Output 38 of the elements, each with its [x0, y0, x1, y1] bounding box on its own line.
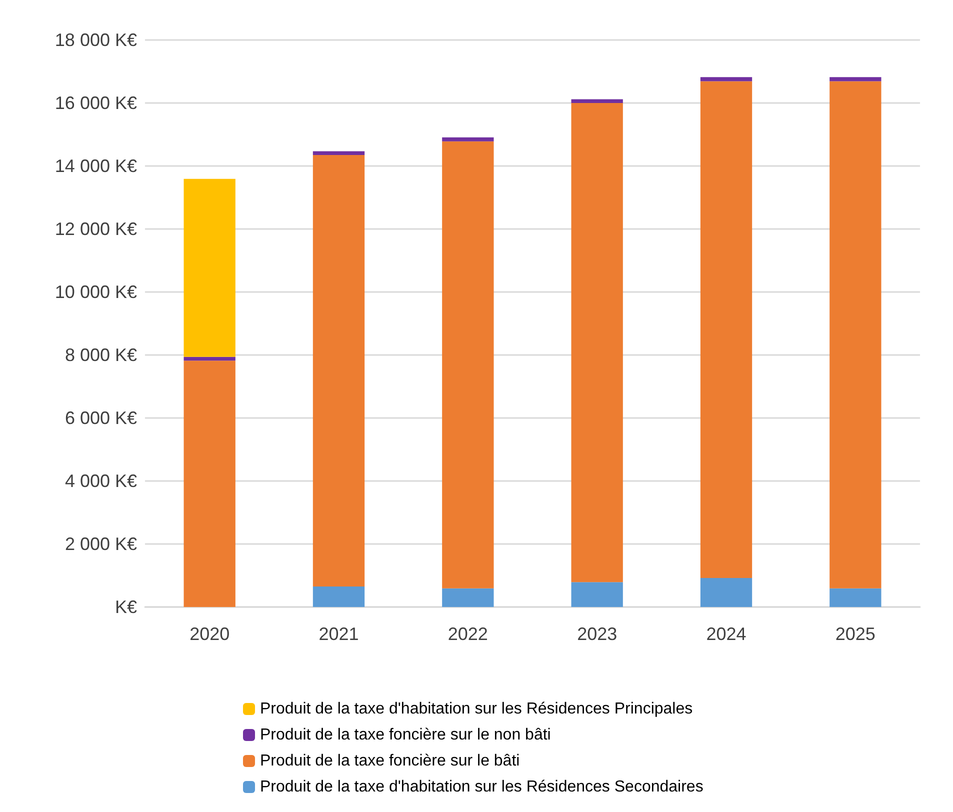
- bar: [571, 99, 623, 103]
- y-tick-label: 10 000 K€: [54, 282, 137, 302]
- bar: [830, 81, 882, 588]
- y-tick-label: 4 000 K€: [64, 471, 137, 491]
- bar: [830, 588, 882, 607]
- bar: [184, 360, 236, 607]
- y-tick-label: 16 000 K€: [54, 93, 137, 113]
- bar: [312, 586, 365, 607]
- bar: [312, 151, 365, 155]
- legend-label: Produit de la taxe d'habitation sur les Résidences Secondaires: [260, 778, 704, 796]
- bar: [700, 77, 752, 82]
- bar: [312, 154, 365, 587]
- y-tick-label: 12 000 K€: [54, 219, 137, 239]
- y-tick-label: K€: [114, 597, 137, 617]
- x-tick-label: 2025: [835, 624, 876, 644]
- x-tick-label: 2024: [706, 624, 746, 644]
- y-tick-label: 8 000 K€: [64, 345, 137, 365]
- bar: [184, 356, 236, 361]
- x-tick-label: 2022: [448, 624, 488, 644]
- bar: [700, 578, 752, 607]
- bar: [700, 81, 752, 578]
- y-tick-label: 2 000 K€: [64, 534, 137, 554]
- x-tick-label: 2023: [577, 624, 618, 644]
- legend-label: Produit de la taxe d'habitation sur les Résidences Principales: [260, 700, 693, 718]
- bar: [184, 178, 236, 357]
- bar: [571, 582, 623, 607]
- bar: [571, 103, 623, 582]
- bar: [830, 77, 882, 82]
- bar: [442, 141, 494, 588]
- y-tick-label: 18 000 K€: [54, 30, 137, 50]
- bar: [442, 137, 494, 142]
- x-tick-label: 2021: [318, 624, 359, 644]
- legend-label: Produit de la taxe foncière sur le non bâti: [260, 726, 551, 744]
- legend-label: Produit de la taxe foncière sur le bâti: [260, 752, 520, 770]
- x-tick-label: 2020: [190, 624, 230, 644]
- y-tick-label: 6 000 K€: [64, 408, 137, 428]
- bar: [442, 588, 494, 607]
- y-tick-label: 14 000 K€: [54, 156, 137, 176]
